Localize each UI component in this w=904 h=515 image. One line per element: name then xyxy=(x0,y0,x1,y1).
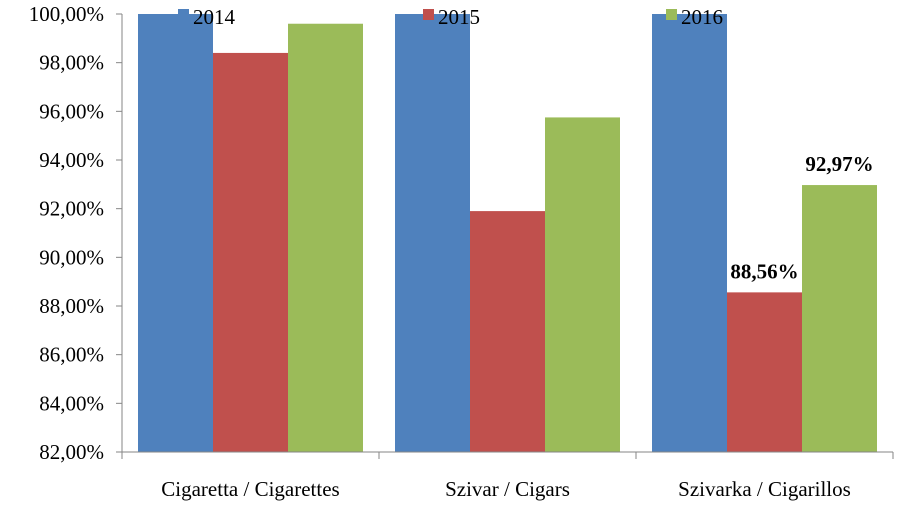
legend-label-2015: 2015 xyxy=(438,5,480,29)
legend-label-2014: 2014 xyxy=(193,5,236,29)
bar-2015-3 xyxy=(727,292,802,452)
legend: 2014 2015 2016 xyxy=(178,5,723,29)
y-tick-label: 92,00% xyxy=(39,197,104,221)
data-label: 92,97% xyxy=(805,152,873,176)
bar-2014-3 xyxy=(652,14,727,452)
legend-swatch-2014 xyxy=(178,9,189,20)
bar-2016-1 xyxy=(288,23,363,452)
bar-2015-2 xyxy=(470,211,545,452)
x-category-label: Szivarka / Cigarillos xyxy=(678,477,851,501)
y-tick-label: 86,00% xyxy=(39,343,104,367)
bars-group xyxy=(138,14,877,453)
y-tick-label: 100,00% xyxy=(29,2,104,26)
y-tick-label: 88,00% xyxy=(39,294,104,318)
y-tick-label: 84,00% xyxy=(39,391,104,415)
y-tick-label: 90,00% xyxy=(39,245,104,269)
x-category-label: Cigaretta / Cigarettes xyxy=(161,477,339,501)
x-category-label: Szivar / Cigars xyxy=(445,477,570,501)
bar-2014-2 xyxy=(395,14,470,452)
bar-2016-2 xyxy=(545,117,620,453)
bar-2015-1 xyxy=(213,52,288,453)
y-tick-label: 98,00% xyxy=(39,51,104,75)
y-tick-label: 82,00% xyxy=(39,440,104,464)
bar-2016-3 xyxy=(802,185,877,452)
y-tick-label: 94,00% xyxy=(39,148,104,172)
legend-swatch-2015 xyxy=(423,9,434,20)
bar-2014-1 xyxy=(138,14,213,452)
y-tick-label: 96,00% xyxy=(39,99,104,123)
data-label: 88,56% xyxy=(730,259,798,283)
legend-label-2016: 2016 xyxy=(681,5,723,29)
legend-swatch-2016 xyxy=(666,9,677,20)
